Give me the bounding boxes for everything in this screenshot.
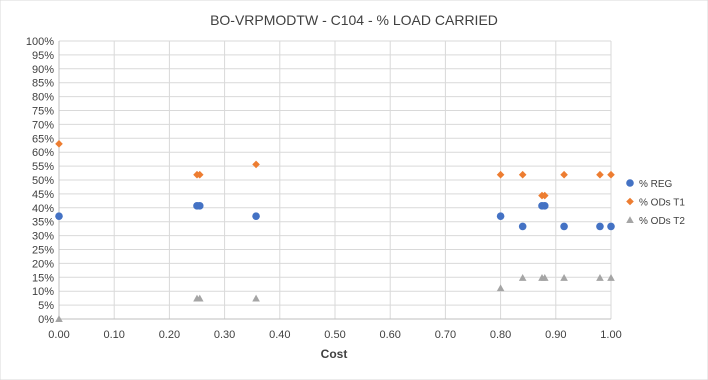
legend-item: % ODs T2	[626, 216, 685, 227]
y-tick-label: 45%	[32, 189, 54, 201]
chart-title: BO-VRPMODTW - C104 - % LOAD CARRIED	[210, 12, 498, 28]
data-point	[518, 222, 527, 231]
y-tick-label: 5%	[38, 300, 54, 312]
data-point	[55, 140, 63, 148]
data-point	[195, 202, 204, 210]
data-point	[596, 170, 604, 179]
data-point	[607, 170, 615, 179]
data-points	[55, 140, 615, 323]
data-point	[252, 212, 260, 220]
legend-label: % ODs T1	[639, 198, 685, 209]
y-tick-label: 95%	[32, 50, 54, 62]
legend-label: % ODs T2	[639, 216, 685, 227]
x-axis-title: Cost	[321, 347, 348, 361]
data-point	[195, 294, 204, 302]
data-point	[560, 274, 568, 281]
y-tick-label: 90%	[32, 64, 54, 76]
data-point	[596, 274, 604, 281]
data-point	[252, 294, 260, 302]
y-tick-label: 75%	[32, 106, 54, 118]
y-tick-label: 20%	[32, 258, 54, 270]
series-1	[55, 202, 615, 231]
y-tick-label: 15%	[32, 272, 54, 284]
y-tick-label: 0%	[38, 314, 54, 326]
y-tick-label: 30%	[32, 231, 54, 243]
x-tick-label: 0.70	[435, 329, 456, 341]
legend-marker	[626, 216, 634, 224]
legend: % REG % ODs T1 % ODs T2	[626, 179, 685, 227]
x-tick-label: 0.50	[324, 329, 345, 341]
y-tick-label: 25%	[32, 245, 54, 257]
data-point	[496, 170, 505, 179]
x-tick-label: 0.90	[545, 329, 566, 341]
series-2	[55, 140, 615, 200]
data-point	[252, 160, 260, 169]
data-point	[560, 222, 568, 231]
data-point	[560, 170, 568, 179]
y-tick-label: 65%	[32, 133, 54, 145]
legend-marker	[626, 179, 634, 187]
x-tick-label: 0.80	[490, 329, 511, 341]
series-3	[55, 274, 615, 323]
grid-layer	[58, 40, 612, 320]
x-tick-label: 0.10	[103, 329, 124, 341]
data-point	[518, 274, 527, 281]
legend-label: % REG	[639, 179, 673, 190]
y-tick-label: 35%	[32, 217, 54, 229]
data-point	[195, 170, 204, 179]
data-point	[607, 222, 615, 231]
data-point	[55, 315, 63, 323]
y-tick-label: 80%	[32, 92, 54, 104]
data-point	[496, 212, 505, 220]
x-tick-label: 0.40	[269, 329, 290, 341]
y-tick-label: 10%	[32, 286, 54, 298]
y-tick-label: 70%	[32, 119, 54, 131]
data-point	[540, 274, 549, 281]
data-point	[540, 202, 549, 210]
data-point	[496, 284, 505, 292]
data-point	[596, 222, 604, 231]
data-point	[607, 274, 615, 281]
x-tick-label: 0.30	[214, 329, 235, 341]
legend-item: % REG	[626, 179, 673, 190]
x-tick-label: 0.00	[48, 329, 69, 341]
legend-marker	[626, 197, 634, 206]
y-tick-label: 60%	[32, 147, 54, 159]
axis-layer: 0.00 0.10 0.20 0.30 0.40 0.50 0.60 0.70 0.80 0.90…	[26, 36, 622, 341]
y-tick-label: 100%	[26, 36, 54, 48]
legend-item: % ODs T1	[626, 198, 685, 209]
data-point	[540, 191, 549, 200]
x-tick-label: 0.60	[379, 329, 400, 341]
y-tick-label: 40%	[32, 203, 54, 215]
x-tick-label: 1.00	[600, 329, 621, 341]
y-tick-label: 85%	[32, 78, 54, 90]
y-tick-label: 55%	[32, 161, 54, 173]
y-tick-label: 50%	[32, 175, 54, 187]
data-point	[518, 170, 527, 179]
data-point	[55, 212, 63, 220]
x-tick-label: 0.20	[159, 329, 180, 341]
